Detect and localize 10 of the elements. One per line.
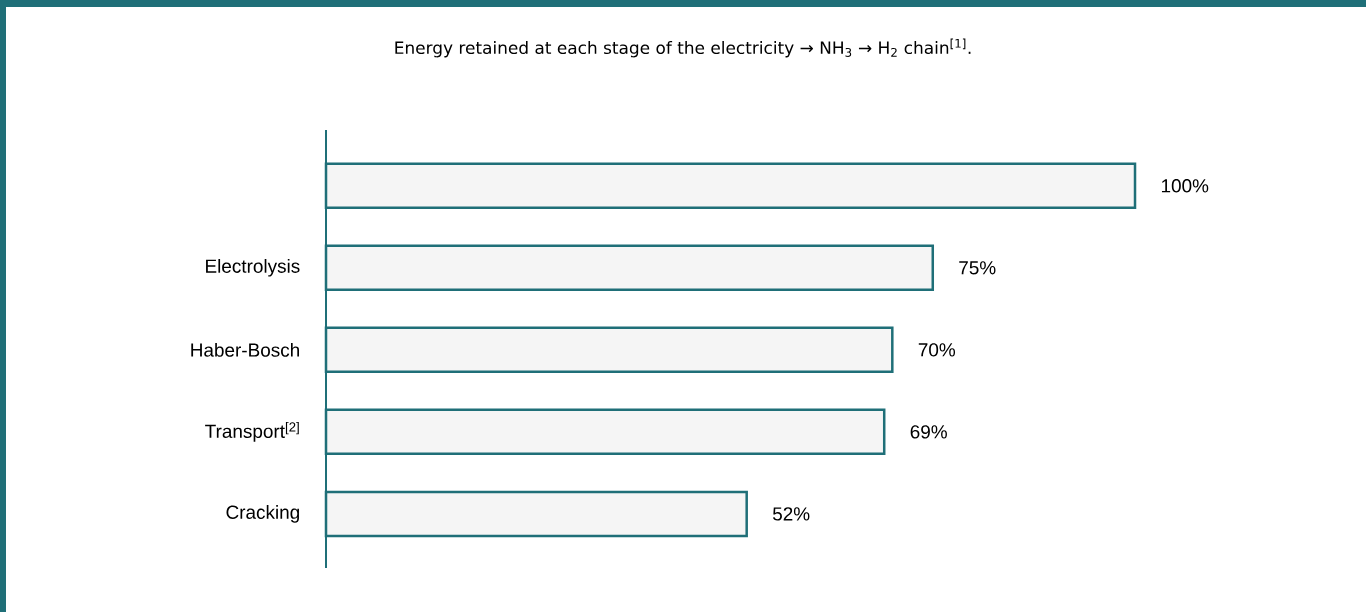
chart-title: Energy retained at each stage of the electricity → NH$_{3}$ → H$_{2}$ chain$^{[1]}$. (395, 38, 971, 58)
y-tick-label: Transport$^{[2]}$ (205, 421, 299, 442)
y-tick-label: Cracking (226, 505, 299, 523)
data-label: 100% (1161, 179, 1209, 193)
data-label: 52% (772, 507, 810, 521)
data-label: 69% (910, 425, 947, 439)
y-tick-label: Haber-Bosch (191, 342, 299, 357)
y-tick-label: Electrolysis (206, 258, 300, 277)
data-label: 70% (918, 343, 956, 357)
data-label: 75% (959, 261, 996, 275)
